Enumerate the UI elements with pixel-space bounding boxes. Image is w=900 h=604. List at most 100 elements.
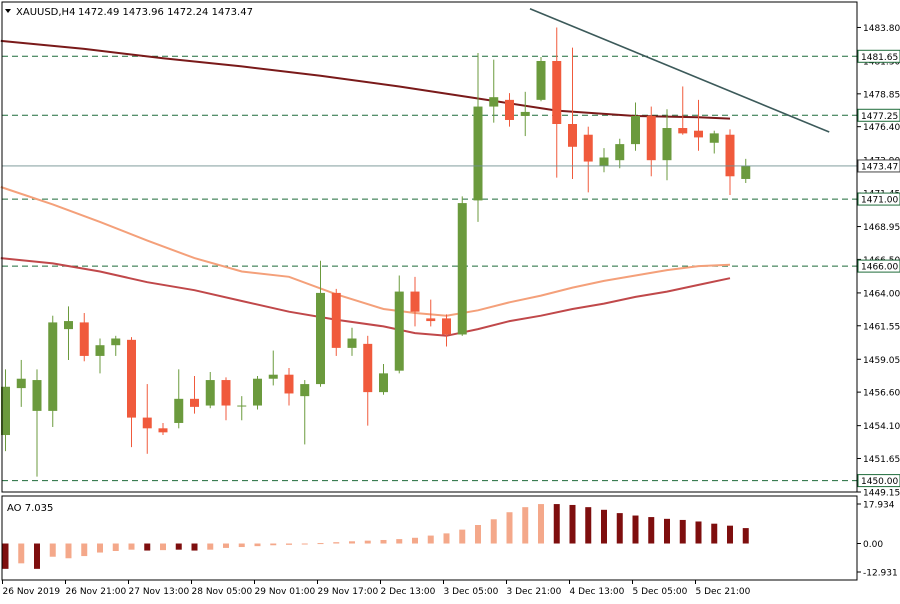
bearish-candle[interactable] <box>221 377 231 421</box>
ao-bar[interactable] <box>616 513 623 544</box>
bearish-candle[interactable] <box>725 129 735 196</box>
ao-bar[interactable] <box>81 543 88 557</box>
ao-bar[interactable] <box>191 543 198 551</box>
bearish-candle[interactable] <box>410 276 420 327</box>
ao-bar[interactable] <box>112 543 119 552</box>
bearish-candle[interactable] <box>284 367 294 406</box>
ao-bar[interactable] <box>2 543 9 569</box>
bearish-candle[interactable] <box>646 106 656 177</box>
bullish-candle[interactable] <box>741 158 751 183</box>
bullish-candle[interactable] <box>662 109 672 181</box>
bullish-candle[interactable] <box>253 376 262 410</box>
bullish-candle[interactable] <box>347 327 357 356</box>
ao-bar[interactable] <box>506 512 513 544</box>
bearish-candle[interactable] <box>552 27 562 178</box>
ao-bar[interactable] <box>128 543 135 550</box>
bullish-candle[interactable] <box>16 359 26 407</box>
ao-bar[interactable] <box>160 543 166 551</box>
bearish-candle[interactable] <box>158 422 168 436</box>
ao-bar[interactable] <box>601 509 607 544</box>
bullish-candle[interactable] <box>599 148 609 173</box>
moving-average-line[interactable] <box>0 257 731 337</box>
ao-bar[interactable] <box>317 543 324 545</box>
bullish-candle[interactable] <box>394 275 404 374</box>
ao-bar[interactable] <box>695 521 702 544</box>
bullish-candle[interactable] <box>615 138 625 169</box>
bullish-candle[interactable] <box>111 335 121 356</box>
bullish-candle[interactable] <box>631 102 640 151</box>
ao-bar[interactable] <box>349 541 355 544</box>
bearish-candle[interactable] <box>678 86 688 135</box>
bearish-candle[interactable] <box>142 384 152 454</box>
bullish-candle[interactable] <box>473 52 483 222</box>
bullish-candle[interactable] <box>379 363 388 395</box>
ao-bar[interactable] <box>333 542 340 544</box>
ao-bar[interactable] <box>301 543 308 545</box>
ao-bar[interactable] <box>522 507 529 544</box>
ao-bar[interactable] <box>664 518 670 544</box>
ao-bar[interactable] <box>427 535 434 544</box>
bullish-candle[interactable] <box>237 396 247 421</box>
ao-bar[interactable] <box>396 539 403 544</box>
bullish-candle[interactable] <box>64 306 73 360</box>
bearish-candle[interactable] <box>190 376 199 414</box>
moving-average-line[interactable] <box>0 39 731 120</box>
bearish-candle[interactable] <box>583 126 593 193</box>
bearish-candle[interactable] <box>442 314 451 347</box>
ao-bar[interactable] <box>380 539 387 544</box>
ao-bar[interactable] <box>569 504 576 544</box>
awesome-oscillator-plot[interactable] <box>2 504 749 569</box>
ao-bar[interactable] <box>585 507 592 544</box>
bullish-candle[interactable] <box>268 350 278 386</box>
ao-bar[interactable] <box>648 517 655 544</box>
ao-bar[interactable] <box>553 504 560 544</box>
bullish-candle[interactable] <box>457 196 467 336</box>
bullish-candle[interactable] <box>709 130 719 154</box>
ao-bar[interactable] <box>34 543 40 569</box>
ao-bar[interactable] <box>18 543 25 564</box>
ao-bar[interactable] <box>679 519 686 544</box>
ao-bar[interactable] <box>742 528 749 544</box>
bearish-candle[interactable] <box>694 99 703 151</box>
ao-bar[interactable] <box>475 525 481 544</box>
bullish-candle[interactable] <box>536 56 546 102</box>
bearish-candle[interactable] <box>331 288 341 356</box>
collapse-triangle-icon[interactable] <box>5 9 11 13</box>
ao-bar[interactable] <box>632 515 639 544</box>
ao-bar[interactable] <box>223 543 229 548</box>
ao-bar[interactable] <box>175 543 182 550</box>
bullish-candle[interactable] <box>95 338 105 374</box>
ao-bar[interactable] <box>65 543 72 559</box>
bullish-candle[interactable] <box>316 260 325 387</box>
bullish-candle[interactable] <box>205 372 215 409</box>
ao-bar[interactable] <box>459 529 466 544</box>
price-plot[interactable] <box>0 7 857 482</box>
bearish-candle[interactable] <box>426 299 436 327</box>
moving-average-line[interactable] <box>0 186 731 317</box>
ao-bar[interactable] <box>727 525 733 544</box>
bearish-candle[interactable] <box>568 47 577 179</box>
ao-bar[interactable] <box>412 537 418 544</box>
ao-bar[interactable] <box>443 533 450 544</box>
ao-bar[interactable] <box>270 543 277 546</box>
ao-bar[interactable] <box>238 543 245 548</box>
bullish-candle[interactable] <box>300 380 310 445</box>
bullish-candle[interactable] <box>174 369 184 429</box>
bearish-candle[interactable] <box>505 93 514 127</box>
ao-bar[interactable] <box>49 543 56 557</box>
bullish-candle[interactable] <box>489 59 499 123</box>
ao-bar[interactable] <box>364 540 371 544</box>
bullish-candle[interactable] <box>32 369 42 477</box>
ao-bar[interactable] <box>254 543 261 547</box>
bearish-candle[interactable] <box>127 337 136 448</box>
ao-bar[interactable] <box>538 504 544 544</box>
ao-bar[interactable] <box>711 523 718 544</box>
ao-bar[interactable] <box>490 519 497 544</box>
ao-bar[interactable] <box>207 543 214 550</box>
ao-bar[interactable] <box>97 543 103 553</box>
bearish-candle[interactable] <box>79 313 89 362</box>
trend-line[interactable] <box>529 7 830 133</box>
bullish-candle[interactable] <box>520 91 530 137</box>
ao-bar[interactable] <box>286 543 292 545</box>
